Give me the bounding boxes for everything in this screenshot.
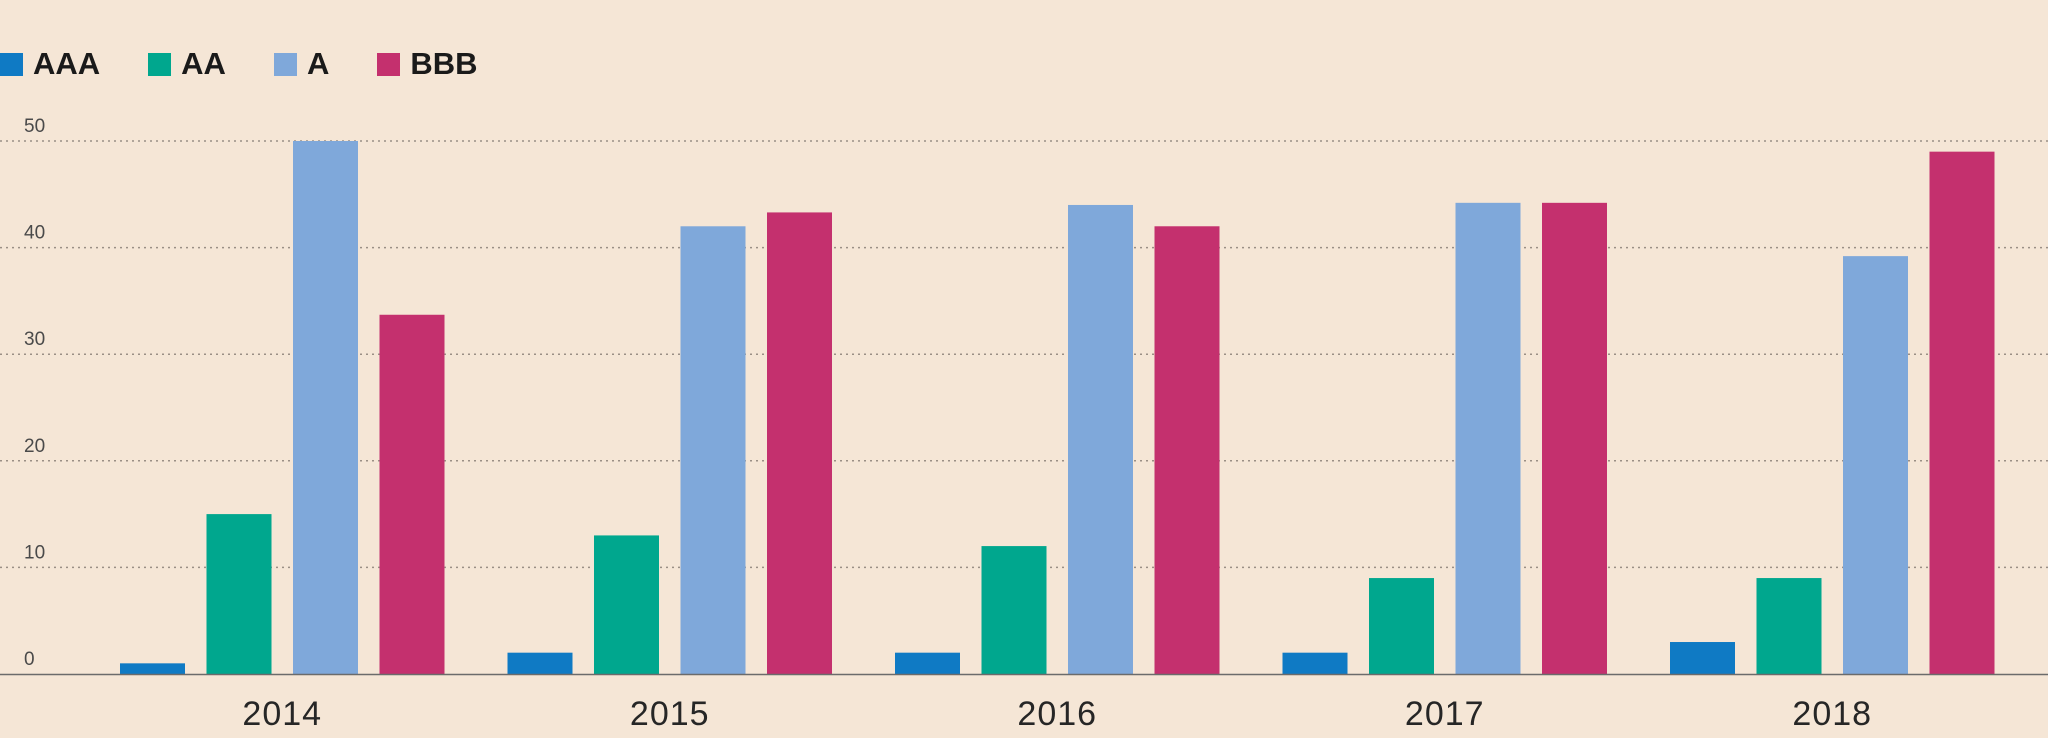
bar-aa-2017 — [1369, 578, 1434, 674]
bar-aa-2016 — [981, 546, 1047, 674]
bar-a-2017 — [1455, 202, 1521, 674]
y-tick-label: 30 — [24, 329, 45, 350]
legend-label-a: A — [306, 46, 330, 81]
x-tick-label: 2014 — [242, 695, 322, 733]
x-tick-label: 2016 — [1017, 695, 1097, 733]
y-tick-label: 40 — [24, 223, 45, 244]
legend-label-aaa: AAA — [33, 46, 101, 81]
x-tick-label: 2018 — [1792, 695, 1872, 733]
y-tick-label: 10 — [24, 542, 45, 563]
bar-a-2015 — [680, 226, 746, 674]
bar-aaa-2017 — [1282, 652, 1348, 674]
legend-item-a: A — [273, 46, 330, 82]
bar-aaa-2015 — [507, 652, 573, 674]
bar-aa-2014 — [206, 514, 272, 674]
bar-a-2014 — [293, 141, 358, 674]
y-tick-label: 0 — [24, 649, 35, 670]
bar-bbb-2017 — [1542, 202, 1607, 674]
legend-item-bbb: BBB — [377, 46, 478, 82]
y-axis-ticks: 0 10 20 30 40 50 — [24, 116, 45, 670]
bar-bbb-2014 — [379, 314, 445, 674]
bar-bbb-2016 — [1154, 226, 1220, 674]
legend-label-aa: AA — [181, 46, 226, 81]
bar-bbb-2018 — [1929, 151, 1995, 674]
bar-a-2018 — [1843, 256, 1908, 674]
legend: AAA AA A BBB — [0, 44, 526, 84]
x-axis-ticks: 2014 2015 2016 2017 2018 — [242, 695, 1872, 733]
x-tick-label: 2015 — [630, 695, 710, 733]
legend-item-aaa: AAA — [0, 46, 100, 82]
bar-aaa-2018 — [1670, 642, 1735, 674]
legend-swatch-a — [273, 52, 297, 76]
bar-bbb-2015 — [767, 212, 832, 674]
legend-swatch-aaa — [0, 52, 23, 76]
y-tick-label: 50 — [24, 116, 45, 137]
bar-aa-2015 — [594, 535, 659, 674]
y-tick-label: 20 — [24, 436, 45, 457]
legend-swatch-aa — [148, 52, 172, 76]
legend-label-bbb: BBB — [410, 46, 478, 81]
bars — [120, 141, 1995, 674]
bar-aaa-2014 — [120, 663, 185, 674]
bar-a-2016 — [1068, 204, 1133, 674]
bar-aaa-2016 — [895, 652, 960, 674]
x-tick-label: 2017 — [1405, 695, 1485, 733]
legend-item-aa: AA — [148, 46, 226, 82]
bar-aa-2018 — [1756, 578, 1822, 674]
legend-swatch-bbb — [377, 52, 401, 76]
